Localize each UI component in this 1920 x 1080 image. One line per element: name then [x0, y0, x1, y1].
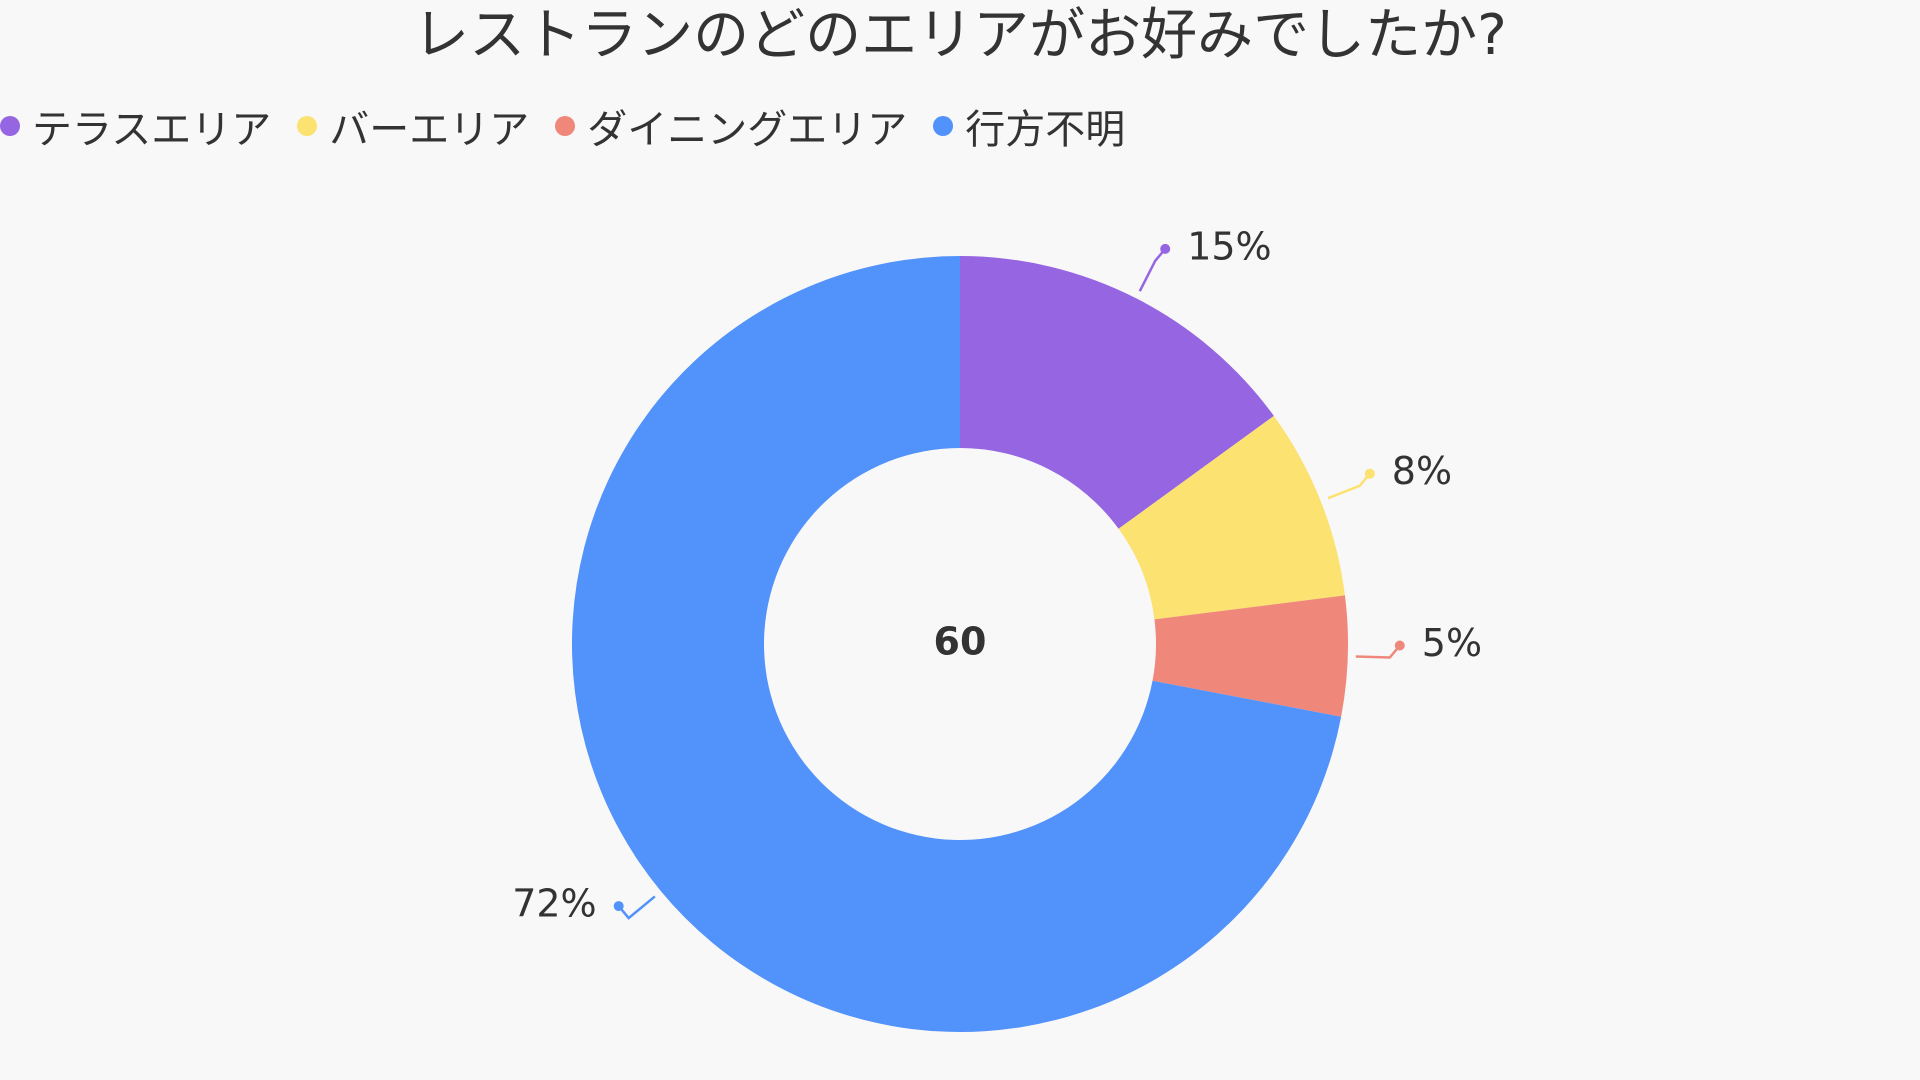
leader-line-bar: [1327, 472, 1371, 500]
leader-dot-bar: [1364, 468, 1375, 479]
legend-item-bar[interactable]: バーエリア: [297, 97, 529, 155]
legend-label: ダイニングエリア: [587, 107, 908, 153]
slice-dining[interactable]: [1152, 595, 1348, 717]
data-label-missing: 72%: [512, 882, 596, 926]
legend-marker: [933, 116, 954, 136]
legend-label: 行方不明: [965, 107, 1126, 153]
leader-dot-dining: [1394, 640, 1405, 651]
labels-layer: 15% 8% 5% 72%: [512, 224, 1482, 925]
legend-item-dining[interactable]: ダイニングエリア: [555, 97, 907, 155]
legend-item-terrace[interactable]: テラスエリア: [0, 97, 271, 155]
legend-label: テラスエリア: [32, 107, 272, 153]
donut-center-total: 60: [934, 620, 987, 664]
leader-dot-terrace: [1160, 243, 1171, 254]
slice-bar[interactable]: [1118, 415, 1345, 620]
leader-line-dining: [1355, 644, 1401, 659]
chart-title: レストランのどのエリアがお好みでしたか?: [413, 3, 1507, 68]
leader-line-terrace: [1138, 248, 1167, 292]
legend-marker: [0, 116, 20, 136]
legend-marker: [297, 116, 318, 136]
slice-missing[interactable]: [571, 256, 1342, 1032]
data-label-dining: 5%: [1422, 621, 1482, 665]
leader-dot-missing: [613, 901, 624, 912]
slice-terrace[interactable]: [960, 256, 1274, 529]
leader-line-missing: [617, 895, 656, 920]
legend-item-missing[interactable]: 行方不明: [933, 97, 1125, 155]
data-label-terrace: 15%: [1187, 224, 1271, 268]
legend-marker: [555, 116, 576, 136]
legend: テラスエリア バーエリア ダイニングエリア 行方不明: [0, 98, 1151, 154]
legend-label: バーエリア: [329, 107, 530, 153]
data-label-bar: 8%: [1392, 449, 1452, 493]
slices-layer: [571, 256, 1348, 1032]
